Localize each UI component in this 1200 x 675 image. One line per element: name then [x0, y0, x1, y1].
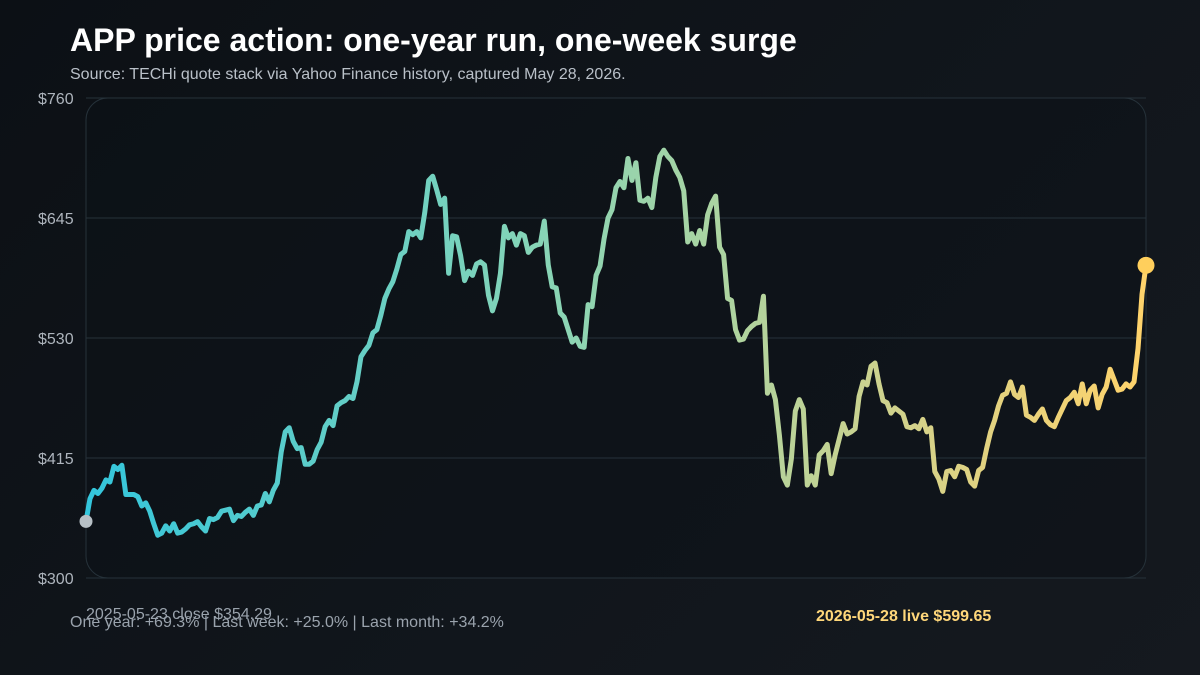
chart-title: APP price action: one-year run, one-week…	[70, 22, 797, 58]
start-annotation: 2025-05-23 close $354.29	[86, 606, 272, 623]
y-tick-label: $530	[38, 331, 74, 348]
end-point-marker	[1137, 256, 1155, 274]
grid-layer	[86, 97, 1146, 579]
chart-subtitle: Source: TECHi quote stack via Yahoo Fina…	[70, 66, 626, 83]
y-tick-label: $645	[38, 211, 74, 228]
end-annotation: 2026-05-28 live $599.65	[816, 608, 992, 625]
y-tick-label: $300	[38, 571, 74, 588]
y-axis: $300 $415 $530 $645 $760	[38, 91, 74, 588]
performance-stats: One year: +69.3% | Last week: +25.0% | L…	[70, 614, 504, 631]
y-tick-label: $415	[38, 451, 74, 468]
y-tick-label: $760	[38, 91, 74, 108]
series-price-line	[83, 147, 1149, 538]
start-point-marker	[79, 514, 93, 528]
